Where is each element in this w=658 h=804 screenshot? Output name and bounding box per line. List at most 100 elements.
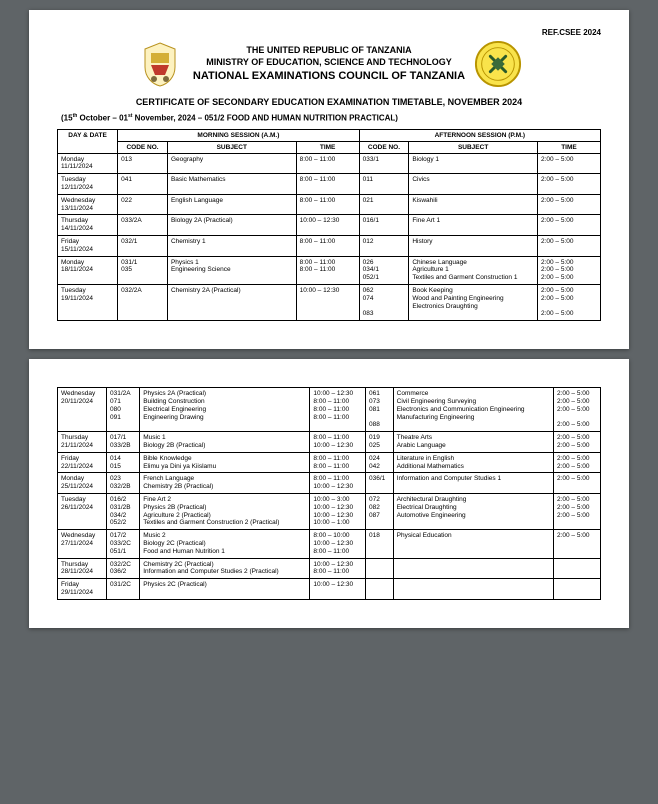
- table-row: Friday29/11/2024031/2CPhysics 2C (Practi…: [58, 579, 601, 600]
- cell-subject-m: Geography: [167, 153, 296, 174]
- cell-time-a: 2:00 – 5:00: [537, 215, 600, 236]
- table-row: Wednesday20/11/2024031/2A071080091Physic…: [58, 388, 601, 432]
- cell-code-m: 032/1: [118, 236, 168, 257]
- cell-day: Tuesday12/11/2024: [58, 174, 118, 195]
- cell-time-a: 2:00 – 5:002:00 – 5:00: [553, 452, 600, 473]
- cell-subject-a: History: [409, 236, 538, 257]
- cell-time-a: 2:00 – 5:002:00 – 5:002:00 – 5:00: [553, 493, 600, 529]
- cell-time-a: 2:00 – 5:002:00 – 5:002:00 – 5:00: [537, 285, 600, 321]
- cell-subject-m: French LanguageChemistry 2B (Practical): [140, 473, 310, 494]
- cell-subject-a: CommerceCivil Engineering SurveyingElect…: [393, 388, 553, 432]
- cell-time-a: 2:00 – 5:00: [537, 236, 600, 257]
- table-row: Monday18/11/2024031/1035Physics 1Enginee…: [58, 256, 601, 284]
- cell-time-m: 10:00 – 12:30: [296, 285, 359, 321]
- cell-code-m: 016/2031/2B034/2052/2: [106, 493, 139, 529]
- cell-code-m: 023032/2B: [106, 473, 139, 494]
- cell-time-a: 2:00 – 5:002:00 – 5:002:00 – 5:00: [537, 256, 600, 284]
- th-afternoon: AFTERNOON SESSION (P.M.): [359, 129, 600, 141]
- cell-day: Wednesday13/11/2024: [58, 194, 118, 215]
- dates-line: (15th October – 01st November, 2024 – 05…: [61, 113, 601, 123]
- cell-subject-m: Chemistry 2C (Practical)Information and …: [140, 558, 310, 579]
- cell-code-m: 031/1035: [118, 256, 168, 284]
- cell-day: Monday11/11/2024: [58, 153, 118, 174]
- cell-day: Monday25/11/2024: [58, 473, 107, 494]
- cell-subject-a: Civics: [409, 174, 538, 195]
- table-row: Thursday14/11/2024033/2ABiology 2A (Prac…: [58, 215, 601, 236]
- cell-time-m: 8:00 – 11:00: [296, 236, 359, 257]
- header-line-3: NATIONAL EXAMINATIONS COUNCIL OF TANZANI…: [193, 69, 465, 83]
- cell-time-m: 8:00 – 11:008:00 – 11:00: [296, 256, 359, 284]
- cell-time-m: 10:00 – 12:30: [310, 579, 366, 600]
- cell-code-a: [365, 579, 393, 600]
- table-row: Monday11/11/2024013Geography8:00 – 11:00…: [58, 153, 601, 174]
- cell-code-m: 033/2A: [118, 215, 168, 236]
- timetable-2: Wednesday20/11/2024031/2A071080091Physic…: [57, 387, 601, 600]
- cell-time-m: 8:00 – 11:0010:00 – 12:30: [310, 473, 366, 494]
- cell-subject-a: Architectural DraughtingElectrical Draug…: [393, 493, 553, 529]
- cell-subject-m: Fine Art 2Physics 2B (Practical)Agricult…: [140, 493, 310, 529]
- table-row: Tuesday26/11/2024016/2031/2B034/2052/2Fi…: [58, 493, 601, 529]
- cell-day: Friday29/11/2024: [58, 579, 107, 600]
- timetable-1: DAY & DATE MORNING SESSION (A.M.) AFTERN…: [57, 129, 601, 322]
- cell-code-m: 041: [118, 174, 168, 195]
- page-1: REF.CSEE 2024 THE UNITED REPUBLIC OF TAN…: [29, 10, 629, 349]
- cell-time-m: 8:00 – 11:00: [296, 153, 359, 174]
- cell-subject-a: Book KeepingWood and Painting Engineerin…: [409, 285, 538, 321]
- cell-subject-a: Chinese LanguageAgriculture 1Textiles an…: [409, 256, 538, 284]
- cell-code-a: 061073081088: [365, 388, 393, 432]
- table-row: Friday22/11/2024014015Bible KnowledgeEli…: [58, 452, 601, 473]
- table-row: Wednesday27/11/2024017/2033/2C051/1Music…: [58, 530, 601, 558]
- cell-time-a: 2:00 – 5:00: [537, 194, 600, 215]
- cell-subject-m: Physics 2C (Practical): [140, 579, 310, 600]
- th-day: DAY & DATE: [58, 129, 118, 153]
- table-row: Wednesday13/11/2024022English Language8:…: [58, 194, 601, 215]
- cell-code-m: 031/2A071080091: [106, 388, 139, 432]
- cell-time-m: 10:00 – 12:308:00 – 11:008:00 – 11:008:0…: [310, 388, 366, 432]
- cell-time-m: 10:00 – 3:0010:00 – 12:3010:00 – 12:3010…: [310, 493, 366, 529]
- cell-time-m: 10:00 – 12:308:00 – 11:00: [310, 558, 366, 579]
- table-row: Thursday21/11/2024017/1033/2BMusic 1Biol…: [58, 432, 601, 453]
- cell-time-m: 8:00 – 11:0010:00 – 12:30: [310, 432, 366, 453]
- cell-code-a: 024042: [365, 452, 393, 473]
- coat-of-arms-logo: [135, 39, 185, 89]
- cell-code-m: 031/2C: [106, 579, 139, 600]
- th-subject-a: SUBJECT: [409, 141, 538, 153]
- ref-label: REF.CSEE 2024: [57, 28, 601, 37]
- dates-prefix: (15: [61, 114, 73, 123]
- cell-time-m: 10:00 – 12:30: [296, 215, 359, 236]
- header-line-1: THE UNITED REPUBLIC OF TANZANIA: [193, 45, 465, 57]
- necta-logo: [473, 39, 523, 89]
- cell-code-a: 016/1: [359, 215, 409, 236]
- cell-time-m: 8:00 – 10:0010:00 – 12:308:00 – 11:00: [310, 530, 366, 558]
- dates-suffix: November, 2024 – 051/2 FOOD AND HUMAN NU…: [132, 114, 398, 123]
- cell-time-a: 2:00 – 5:00: [537, 174, 600, 195]
- cell-subject-m: Physics 2A (Practical)Building Construct…: [140, 388, 310, 432]
- cell-code-a: 026034/1052/1: [359, 256, 409, 284]
- cell-subject-a: [393, 558, 553, 579]
- table-row: Friday15/11/2024032/1Chemistry 18:00 – 1…: [58, 236, 601, 257]
- cell-code-m: 014015: [106, 452, 139, 473]
- table-row: Tuesday19/11/2024032/2AChemistry 2A (Pra…: [58, 285, 601, 321]
- cell-subject-a: Fine Art 1: [409, 215, 538, 236]
- cell-time-m: 8:00 – 11:00: [296, 194, 359, 215]
- cell-subject-a: Biology 1: [409, 153, 538, 174]
- cell-subject-m: Biology 2A (Practical): [167, 215, 296, 236]
- cell-day: Friday22/11/2024: [58, 452, 107, 473]
- cell-subject-m: Music 1Biology 2B (Practical): [140, 432, 310, 453]
- cell-subject-a: Kiswahili: [409, 194, 538, 215]
- cell-day: Friday15/11/2024: [58, 236, 118, 257]
- cell-code-a: 072082087: [365, 493, 393, 529]
- cell-day: Thursday28/11/2024: [58, 558, 107, 579]
- cell-code-a: 021: [359, 194, 409, 215]
- cell-code-a: 011: [359, 174, 409, 195]
- document-header: THE UNITED REPUBLIC OF TANZANIA MINISTRY…: [57, 39, 601, 89]
- cell-day: Thursday21/11/2024: [58, 432, 107, 453]
- th-code-a: CODE NO.: [359, 141, 409, 153]
- cell-code-m: 022: [118, 194, 168, 215]
- cell-day: Tuesday19/11/2024: [58, 285, 118, 321]
- th-time-m: TIME: [296, 141, 359, 153]
- th-time-a: TIME: [537, 141, 600, 153]
- cell-code-m: 017/1033/2B: [106, 432, 139, 453]
- cell-subject-m: Bible KnowledgeElimu ya Dini ya Kiislamu: [140, 452, 310, 473]
- cell-code-a: 036/1: [365, 473, 393, 494]
